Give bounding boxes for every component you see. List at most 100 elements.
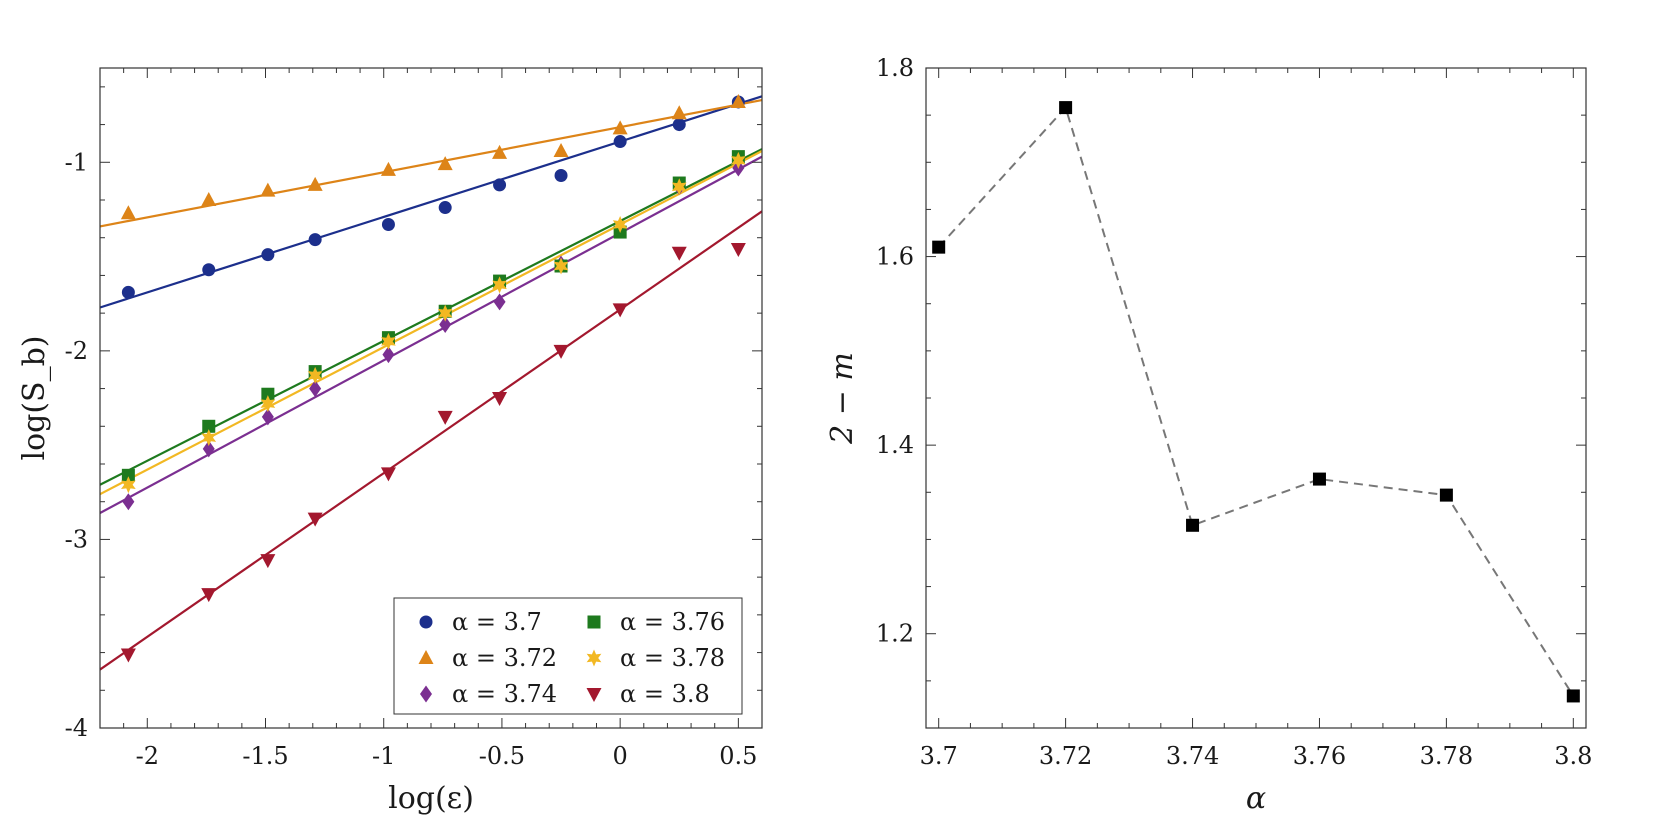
exponent-point-2: [1186, 518, 1200, 532]
legend-marker-3: [587, 615, 601, 629]
data-point-s5-8: [612, 303, 628, 318]
data-point-s0-3: [308, 233, 322, 247]
data-point-s2-6: [493, 293, 506, 311]
data-point-s5-4: [380, 467, 396, 482]
right-y-axis-label: 2 − m: [825, 352, 860, 445]
exponent-point-1: [1059, 101, 1073, 115]
left-y-tick-label: -4: [65, 714, 88, 742]
data-point-s4-10: [731, 151, 746, 169]
right-x-tick-label: 3.7: [920, 742, 958, 770]
right-x-tick-label: 3.76: [1293, 742, 1346, 770]
right-y-tick-label: 1.8: [876, 54, 914, 82]
left-panel-scaling-plot: -2 -1.5 -1 -0.5 0 0.5 -4 -3 -2 -1 log(ε) log(S_b)…: [17, 67, 763, 816]
data-point-s1-4: [380, 161, 396, 176]
legend-box: [393, 597, 743, 715]
data-point-s0-0: [121, 285, 135, 299]
exponent-point-4: [1439, 488, 1453, 502]
data-point-s0-5: [438, 201, 452, 215]
data-point-s0-1: [202, 263, 216, 277]
right-y-tick-label: 1.6: [876, 243, 914, 271]
exponent-point-0: [932, 240, 946, 254]
data-point-s2-3: [309, 380, 322, 398]
legend-marker-2: [420, 685, 432, 703]
data-point-s4-3: [307, 366, 323, 384]
left-x-tick-label: -2: [136, 742, 159, 770]
data-markers: [120, 93, 746, 663]
data-point-s1-6: [492, 144, 508, 159]
data-point-s4-8: [612, 216, 628, 234]
left-x-tick-label: -1.5: [242, 742, 288, 770]
data-point-s2-2: [261, 408, 274, 426]
right-y-tick-label: 1.2: [876, 620, 914, 648]
right-panel-exponent-plot: 3.7 3.72 3.74 3.76 3.78 3.8 1.2 1.4 1.6 1.8 α 2 −…: [825, 54, 1592, 816]
left-y-tick-label: -1: [65, 148, 88, 176]
left-x-tick-label: -1: [372, 742, 395, 770]
data-point-s4-6: [492, 276, 507, 294]
data-point-s3-0: [121, 468, 135, 482]
right-x-tick-label: 3.78: [1420, 742, 1473, 770]
data-point-s5-7: [553, 344, 569, 359]
data-point-s1-7: [553, 142, 569, 157]
data-point-s1-3: [307, 176, 323, 191]
data-point-s4-1: [201, 429, 217, 447]
right-x-tick-label: 3.74: [1166, 742, 1219, 770]
data-point-s5-10: [730, 243, 746, 258]
data-point-s2-5: [439, 315, 452, 333]
left-x-tick-label: -0.5: [479, 742, 525, 770]
data-point-s1-5: [437, 156, 453, 171]
legend-label-0: α = 3.7: [452, 608, 542, 636]
data-point-s3-2: [261, 387, 275, 401]
data-point-s4-9: [671, 178, 687, 196]
legend-marker-0: [419, 615, 433, 629]
data-point-s1-2: [260, 182, 276, 197]
data-point-s4-4: [381, 332, 396, 350]
right-x-tick-label: 3.72: [1039, 742, 1092, 770]
right-x-axis-label: α: [1246, 781, 1266, 816]
legend-label-5: α = 3.8: [620, 680, 710, 708]
data-point-s2-1: [202, 440, 215, 458]
data-point-s0-4: [381, 218, 395, 232]
data-point-s5-1: [201, 588, 217, 603]
data-point-s1-9: [671, 105, 687, 120]
data-point-s2-0: [122, 493, 135, 511]
left-y-axis-label: log(S_b): [17, 335, 52, 460]
fit-line-1: [99, 98, 763, 228]
fit-line-2: [99, 155, 763, 514]
fit-line-3: [99, 148, 763, 486]
exponent-point-5: [1566, 689, 1580, 703]
left-x-tick-label: 0: [613, 742, 628, 770]
data-point-s4-2: [260, 395, 276, 413]
legend-marker-5: [586, 688, 602, 702]
data-point-s1-10: [730, 93, 746, 108]
data-point-s1-1: [201, 192, 217, 206]
data-point-s5-5: [437, 410, 453, 425]
data-point-s4-5: [437, 304, 453, 322]
legend-label-4: α = 3.78: [620, 644, 725, 672]
data-point-s3-1: [202, 419, 216, 433]
legend-label-1: α = 3.72: [452, 644, 557, 672]
data-point-s5-9: [671, 246, 687, 261]
legend-marker-4: [586, 649, 602, 667]
data-point-s5-0: [120, 648, 136, 663]
left-x-axis-label: log(ε): [388, 781, 474, 816]
data-point-s2-4: [382, 346, 395, 364]
legend-label-2: α = 3.74: [452, 680, 557, 708]
left-y-tick-label: -2: [65, 337, 88, 365]
data-point-s5-3: [307, 512, 323, 527]
right-x-tick-label: 3.8: [1554, 742, 1592, 770]
left-x-tick-label: 0.5: [719, 742, 757, 770]
data-point-s1-8: [612, 120, 628, 135]
data-point-s4-0: [121, 476, 136, 494]
legend-items: α = 3.7 α = 3.76 α = 3.72 α = 3.78 α = 3.74 α…: [418, 608, 725, 708]
left-axis-ticks: -2 -1.5 -1 -0.5 0 0.5 -4 -3 -2 -1: [65, 68, 763, 770]
fit-lines: [99, 95, 763, 671]
data-point-s1-0: [120, 205, 136, 220]
data-point-s0-6: [493, 178, 507, 192]
data-point-s5-6: [492, 392, 508, 406]
data-point-s5-2: [260, 554, 276, 569]
right-plot-frame: [925, 67, 1587, 729]
data-point-s0-2: [261, 248, 275, 262]
data-point-s0-9: [672, 118, 686, 132]
left-y-tick-label: -3: [65, 525, 88, 553]
